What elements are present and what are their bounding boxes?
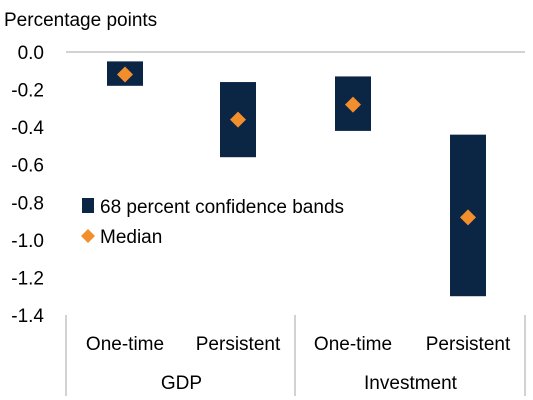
legend-band-label: 68 percent confidence bands <box>100 197 344 218</box>
x-tick-label: Persistent <box>426 334 511 355</box>
median-marker <box>117 66 133 83</box>
median-markers <box>117 66 476 226</box>
x-group-label: GDP <box>161 373 202 394</box>
legend-median-swatch <box>81 229 95 243</box>
x-group-label: Investment <box>364 373 458 394</box>
median-marker <box>230 111 246 128</box>
y-tick-label: -0.4 <box>11 118 44 139</box>
legend-median-label: Median <box>100 227 162 248</box>
median-marker <box>460 209 476 226</box>
x-axis: One-time Persistent GDP One-time Persistent I… <box>65 315 526 396</box>
x-tick-label: One-time <box>86 334 164 355</box>
x-tick-label: Persistent <box>196 334 281 355</box>
y-tick-label: -0.6 <box>11 156 44 177</box>
legend: 68 percent confidence bands Median <box>81 197 344 248</box>
y-tick-label: 0.0 <box>18 43 44 64</box>
legend-band-swatch <box>82 198 94 213</box>
y-tick-label: -1.2 <box>11 268 44 289</box>
y-tick-label: -0.2 <box>11 81 44 102</box>
chart-title: Percentage points <box>4 10 157 31</box>
x-tick-label: One-time <box>314 334 392 355</box>
y-tick-label: -1.0 <box>11 231 44 252</box>
confidence-bands <box>107 61 486 297</box>
y-axis: 0.0 -0.2 -0.4 -0.6 -0.8 -1.0 -1.2 -1.4 <box>11 43 44 327</box>
median-marker <box>345 96 361 113</box>
y-tick-label: -1.4 <box>11 306 44 327</box>
y-tick-label: -0.8 <box>11 193 44 214</box>
